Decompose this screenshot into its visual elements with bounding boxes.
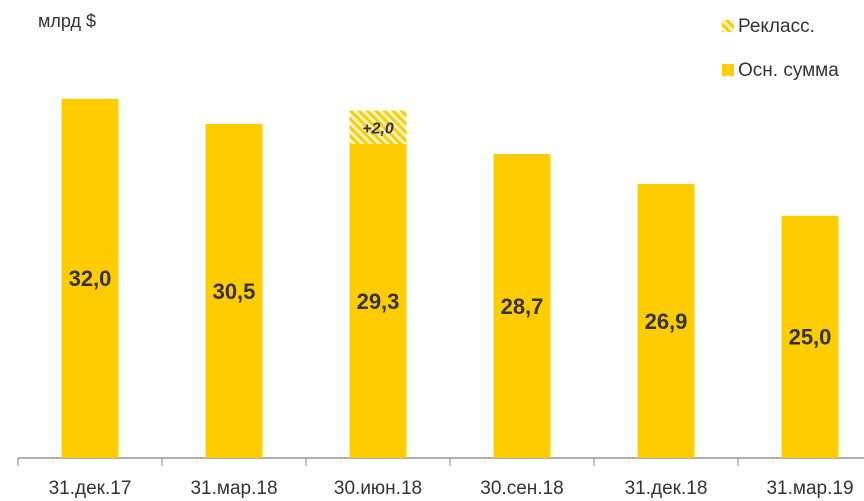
x-tick-label: 30.сен.18 [480,478,563,499]
value-label: 30,5 [213,279,256,304]
bar [349,143,407,458]
value-label: 28,7 [501,294,544,319]
value-label: 25,0 [789,325,832,350]
x-tick-label: 31.дек.17 [49,478,132,499]
x-tick-label: 30.июн.18 [334,478,422,499]
legend-label: Осн. сумма [738,60,839,81]
unit-label: млрд $ [38,11,96,31]
x-tick-label: 31.мар.19 [766,478,853,499]
x-tick-label: 31.мар.18 [190,478,277,499]
value-label: +2,0 [362,120,394,137]
bar [493,153,551,458]
legend-swatch [722,64,734,76]
legend-label: Рекласс. [738,16,815,37]
bar [781,215,839,458]
bar [61,98,119,459]
bar [637,184,695,458]
value-label: 26,9 [645,309,688,334]
value-label: 29,3 [357,289,400,314]
bar [205,123,263,458]
bar-segment [349,110,407,144]
legend-swatch [722,20,734,32]
value-label: 32,0 [69,266,112,291]
x-tick-label: 31.дек.18 [625,478,708,499]
